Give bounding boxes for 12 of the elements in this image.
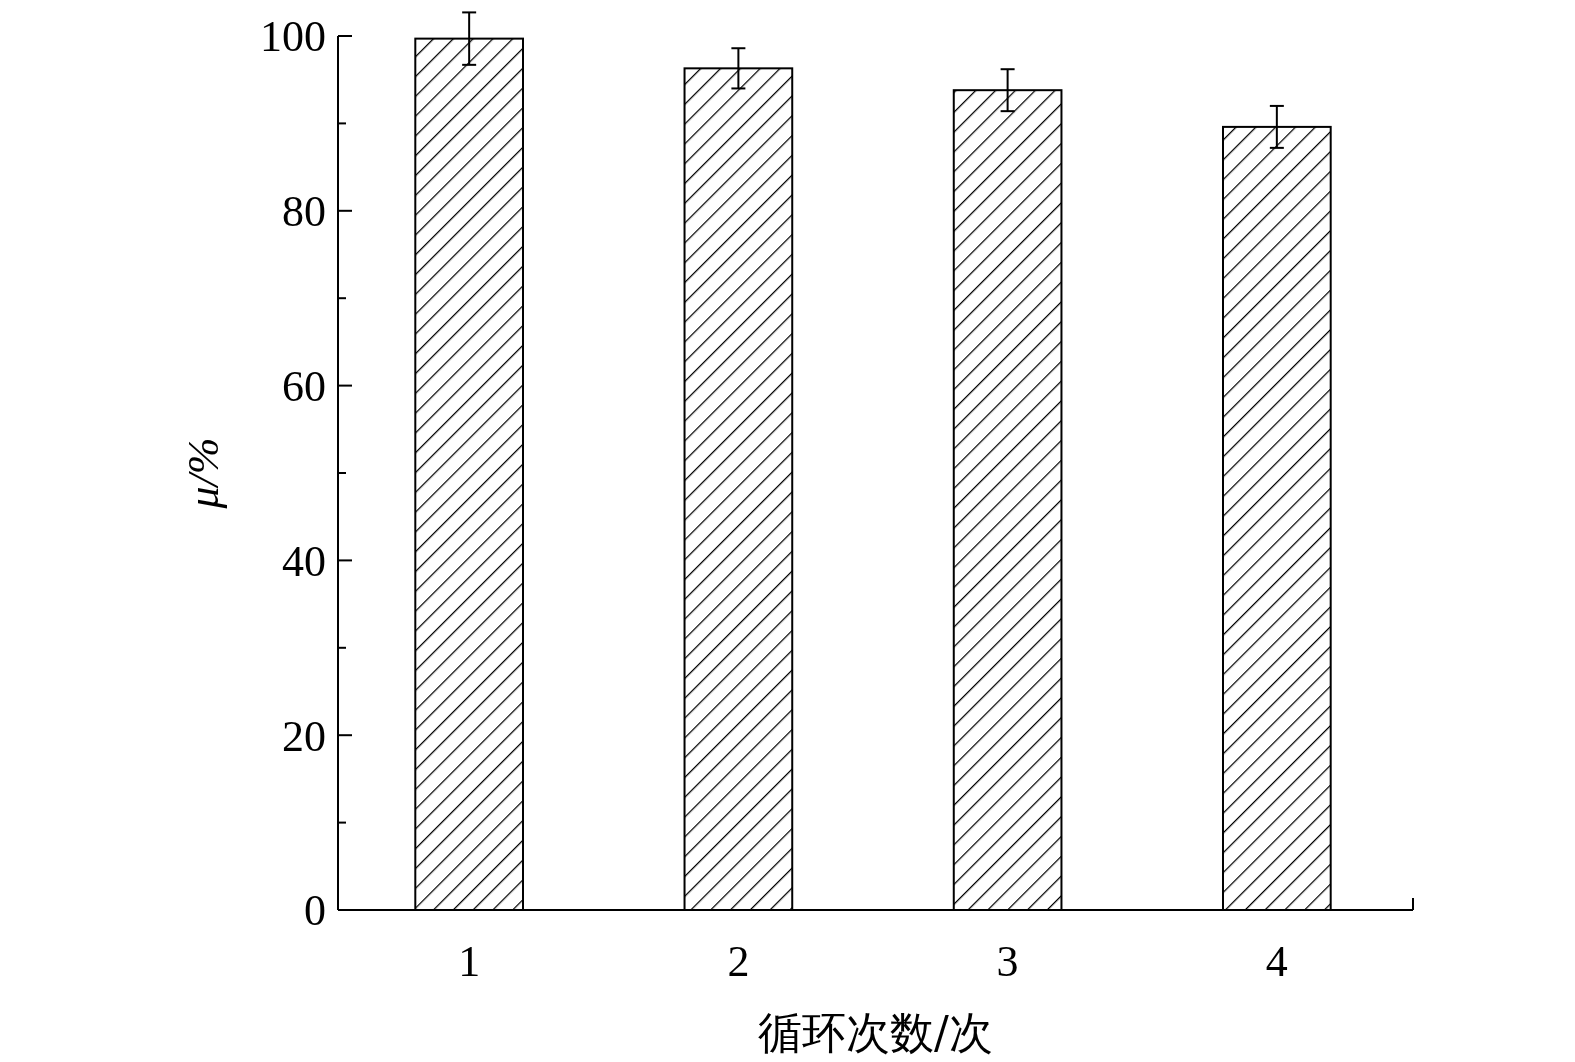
y-tick-label: 40 (282, 536, 326, 586)
y-axis-title: μ/% (179, 437, 228, 510)
x-tick-label: 2 (727, 937, 750, 986)
y-tick-label: 20 (282, 711, 326, 761)
y-tick-label: 60 (282, 362, 326, 411)
y-tick-label: 0 (304, 886, 326, 936)
y-tick-label: 80 (282, 187, 326, 237)
x-tick-label: 4 (1265, 937, 1288, 986)
x-tick-label: 3 (996, 937, 1019, 986)
x-tick-label: 1 (458, 937, 481, 986)
x-axis-title: 循环次数/次 (758, 1007, 993, 1058)
y-tick-label: 100 (260, 12, 326, 62)
